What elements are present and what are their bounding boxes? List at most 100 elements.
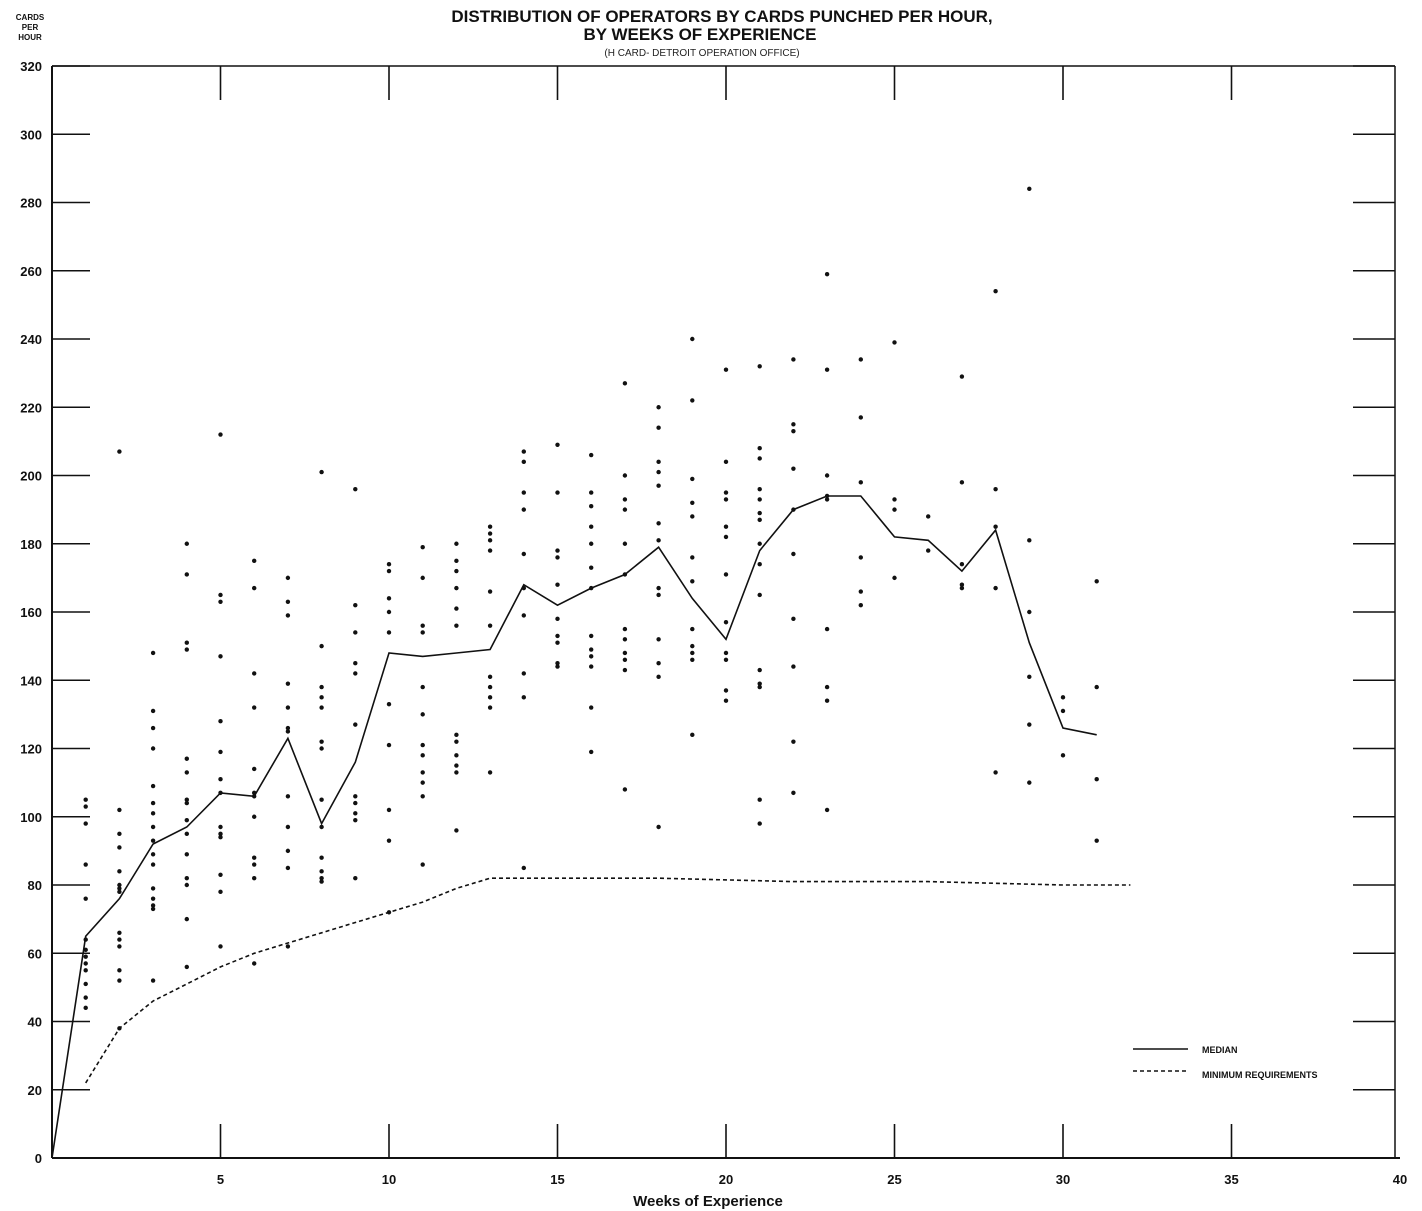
data-point: [521, 490, 526, 495]
data-point: [454, 763, 459, 768]
data-point: [83, 968, 88, 973]
data-point: [319, 869, 324, 874]
data-point: [353, 486, 358, 492]
data-point: [1027, 186, 1032, 192]
data-point: [218, 432, 223, 437]
data-point: [1060, 753, 1066, 758]
data-point: [184, 647, 189, 652]
data-point: [690, 732, 695, 738]
data-point: [184, 572, 189, 577]
data-point: [184, 817, 189, 823]
median-line: [51, 495, 1097, 1159]
data-point: [420, 753, 425, 758]
data-point: [959, 562, 965, 567]
y-axis-title-line-1: CARDS: [16, 13, 45, 22]
data-point: [690, 650, 695, 656]
data-point: [117, 886, 122, 891]
data-point: [892, 340, 897, 345]
data-point: [723, 534, 729, 540]
data-point: [589, 524, 594, 529]
data-point: [83, 797, 88, 802]
data-point: [589, 504, 594, 509]
data-point: [959, 585, 965, 591]
data-point: [150, 838, 156, 843]
data-point: [83, 821, 88, 826]
data-point: [1094, 777, 1099, 782]
data-point: [353, 660, 358, 666]
data-point: [218, 835, 223, 840]
data-point: [353, 671, 358, 676]
data-point: [757, 510, 762, 516]
data-point: [926, 514, 931, 519]
y-tick-label: 240: [20, 332, 42, 347]
data-point: [420, 780, 425, 785]
data-point: [285, 725, 291, 731]
legend-label-minimum: MINIMUM REQUIREMENTS: [1202, 1070, 1318, 1080]
data-point: [150, 708, 156, 714]
x-tick-label: 30: [1056, 1172, 1070, 1187]
data-point: [487, 548, 493, 553]
data-point: [285, 865, 291, 871]
data-point: [993, 585, 998, 591]
data-point: [824, 473, 830, 478]
data-point: [150, 800, 156, 806]
data-point: [285, 575, 291, 581]
data-point: [690, 626, 695, 632]
data-point: [858, 602, 863, 608]
data-point: [150, 903, 156, 908]
data-point: [723, 490, 729, 495]
data-point: [487, 538, 493, 543]
data-point: [150, 886, 156, 891]
data-point: [420, 544, 425, 550]
data-point: [83, 1005, 88, 1011]
data-point: [319, 746, 324, 751]
data-point: [589, 647, 594, 652]
data-point: [723, 688, 729, 693]
data-point: [589, 749, 594, 755]
data-point: [757, 486, 762, 492]
data-point: [824, 684, 830, 690]
data-point: [622, 507, 628, 512]
data-point: [555, 582, 560, 587]
data-point: [319, 875, 324, 881]
data-point: [420, 862, 425, 867]
data-point: [184, 800, 189, 806]
data-point: [555, 664, 560, 669]
data-point: [791, 428, 796, 434]
y-tick-label: 40: [28, 1015, 42, 1030]
data-point: [521, 449, 526, 454]
chart-title-line2: BY WEEKS OF EXPERIENCE: [583, 25, 816, 44]
data-point: [656, 425, 661, 430]
data-point: [184, 831, 189, 837]
data-point: [252, 862, 257, 867]
data-point: [723, 650, 729, 656]
data-point: [218, 831, 223, 837]
x-tick-label: 25: [887, 1172, 901, 1187]
y-tick-label: 80: [28, 878, 42, 893]
data-point: [218, 719, 223, 724]
data-point: [993, 486, 998, 492]
data-point: [656, 521, 661, 526]
data-point: [589, 633, 594, 639]
data-point: [386, 838, 392, 843]
data-point: [83, 954, 88, 959]
data-point: [1027, 780, 1032, 785]
data-point: [319, 695, 324, 700]
data-point: [487, 674, 493, 680]
y-tick-label: 180: [20, 537, 42, 552]
data-point: [791, 551, 796, 557]
data-point: [858, 480, 863, 485]
data-point: [386, 596, 392, 601]
data-point: [723, 367, 729, 372]
data-point: [184, 852, 189, 857]
y-tick-label: 120: [20, 742, 42, 757]
data-point: [319, 797, 324, 802]
data-point: [117, 449, 122, 454]
data-point: [791, 664, 796, 669]
chart-marks: 0 20 40 60 80 100 120 140 160 180 200 220 240 260 280 3…: [20, 59, 1407, 1187]
data-point: [285, 705, 291, 710]
data-point: [656, 824, 661, 830]
data-point: [83, 995, 88, 1000]
data-point: [353, 800, 358, 806]
data-point: [824, 497, 830, 502]
